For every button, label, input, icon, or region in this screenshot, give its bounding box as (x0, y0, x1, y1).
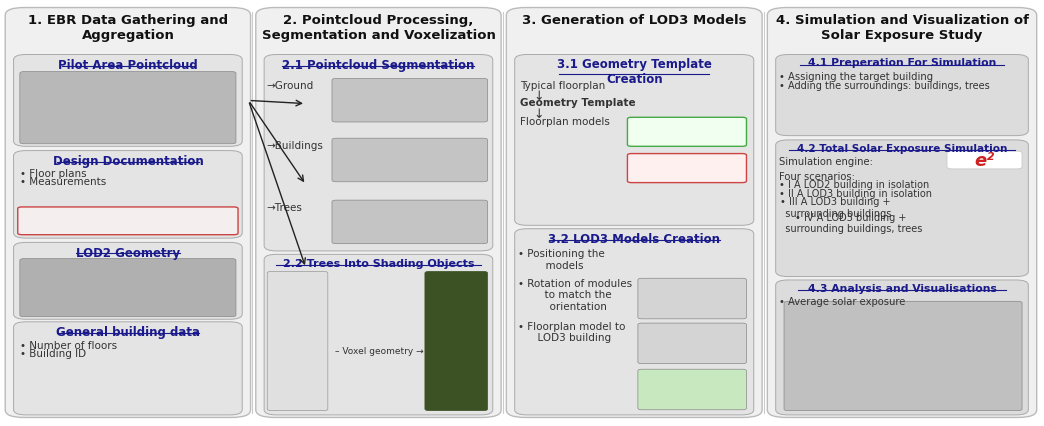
FancyBboxPatch shape (506, 9, 762, 417)
Text: →Ground: →Ground (266, 81, 313, 91)
Text: 4.3 Analysis and Visualisations: 4.3 Analysis and Visualisations (808, 283, 996, 293)
FancyBboxPatch shape (947, 152, 1022, 170)
Text: Design Documentation: Design Documentation (52, 155, 204, 167)
Text: →Buildings: →Buildings (266, 141, 323, 150)
Text: • Measurements: • Measurements (20, 177, 106, 187)
Text: • IV A LOD3 building +
  surrounding buildings, trees: • IV A LOD3 building + surrounding build… (779, 212, 922, 234)
Text: e²: e² (974, 152, 995, 170)
Text: • Assigning the target building: • Assigning the target building (779, 72, 933, 81)
FancyBboxPatch shape (776, 55, 1028, 136)
Text: • Positioning the
  models: • Positioning the models (518, 249, 604, 271)
Text: 3.2 LOD3 Models Creation: 3.2 LOD3 Models Creation (548, 233, 720, 245)
Text: ↓: ↓ (533, 107, 544, 120)
FancyBboxPatch shape (264, 255, 493, 415)
FancyBboxPatch shape (20, 72, 236, 144)
Text: Geometry Template: Geometry Template (520, 98, 636, 108)
Text: 2.2 Trees Into Shading Objects: 2.2 Trees Into Shading Objects (283, 258, 474, 268)
FancyBboxPatch shape (18, 207, 238, 235)
Text: • Building ID: • Building ID (20, 348, 86, 358)
Text: – Voxel geometry →: – Voxel geometry → (335, 346, 424, 355)
Text: ↓: ↓ (533, 89, 544, 102)
FancyBboxPatch shape (784, 302, 1022, 411)
FancyBboxPatch shape (267, 272, 328, 411)
FancyBboxPatch shape (638, 279, 746, 319)
FancyBboxPatch shape (14, 322, 242, 415)
Text: 4.2 Total Solar Exposure Simulation: 4.2 Total Solar Exposure Simulation (797, 144, 1007, 153)
FancyBboxPatch shape (332, 79, 488, 123)
FancyBboxPatch shape (515, 229, 754, 415)
FancyBboxPatch shape (638, 323, 746, 364)
FancyBboxPatch shape (627, 118, 746, 147)
FancyBboxPatch shape (14, 151, 242, 239)
Text: • Number of floors: • Number of floors (20, 340, 117, 350)
FancyBboxPatch shape (14, 243, 242, 320)
FancyBboxPatch shape (638, 369, 746, 410)
Text: Simulation engine:: Simulation engine: (779, 157, 873, 167)
Text: • Rotation of modules
  to match the
  orientation: • Rotation of modules to match the orien… (518, 278, 632, 311)
Text: 3.1 Geometry Template
Creation: 3.1 Geometry Template Creation (556, 58, 712, 86)
FancyBboxPatch shape (256, 9, 501, 417)
Text: Typical floorplan: Typical floorplan (520, 81, 606, 91)
Text: • Adding the surroundings: buildings, trees: • Adding the surroundings: buildings, tr… (779, 81, 990, 91)
Text: 3. Generation of LOD3 Models: 3. Generation of LOD3 Models (522, 14, 746, 26)
Text: • I A LOD2 building in isolation: • I A LOD2 building in isolation (779, 180, 929, 190)
FancyBboxPatch shape (515, 55, 754, 226)
Text: • Average solar exposure: • Average solar exposure (779, 296, 905, 306)
FancyBboxPatch shape (332, 139, 488, 182)
FancyBboxPatch shape (20, 259, 236, 317)
FancyBboxPatch shape (425, 272, 488, 411)
Text: 2. Pointcloud Processing,
Segmentation and Voxelization: 2. Pointcloud Processing, Segmentation a… (261, 14, 496, 42)
FancyBboxPatch shape (776, 280, 1028, 415)
Text: • III A LOD3 building +
  surrounding buildings: • III A LOD3 building + surrounding buil… (779, 197, 892, 219)
Text: Four scenarios:: Four scenarios: (779, 171, 855, 181)
FancyBboxPatch shape (332, 201, 488, 244)
FancyBboxPatch shape (767, 9, 1037, 417)
Text: 4.1 Preperation For Simulation: 4.1 Preperation For Simulation (808, 58, 996, 68)
FancyBboxPatch shape (14, 55, 242, 147)
FancyBboxPatch shape (627, 154, 746, 183)
Text: 4. Simulation and Visualization of
Solar Exposure Study: 4. Simulation and Visualization of Solar… (776, 14, 1028, 42)
Text: 1. EBR Data Gathering and
Aggregation: 1. EBR Data Gathering and Aggregation (28, 14, 228, 42)
Text: →Trees: →Trees (266, 202, 302, 212)
Text: 2.1 Pointcloud Segmentation: 2.1 Pointcloud Segmentation (282, 59, 475, 72)
Text: Floorplan models: Floorplan models (520, 116, 610, 126)
Text: • Floor plans: • Floor plans (20, 168, 87, 178)
Text: General building data: General building data (56, 325, 199, 338)
FancyBboxPatch shape (776, 141, 1028, 277)
Text: • Floorplan model to
  LOD3 building: • Floorplan model to LOD3 building (518, 321, 625, 343)
Text: Pilot Area Pointcloud: Pilot Area Pointcloud (58, 59, 197, 72)
Text: • II A LOD3 building in isolation: • II A LOD3 building in isolation (779, 188, 932, 198)
Text: LOD2 Geometry: LOD2 Geometry (76, 246, 180, 259)
FancyBboxPatch shape (264, 55, 493, 251)
FancyBboxPatch shape (5, 9, 251, 417)
